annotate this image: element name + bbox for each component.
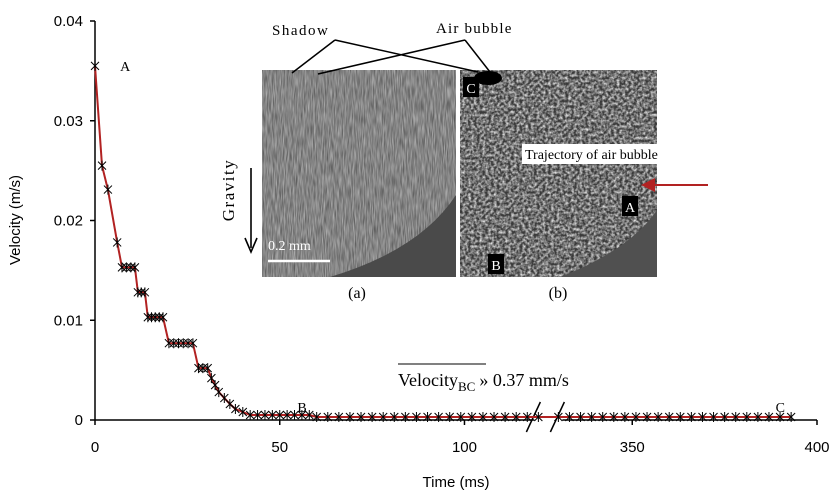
marker bbox=[239, 407, 247, 417]
gravity-label: Gravity bbox=[219, 159, 238, 221]
inset-images bbox=[262, 70, 657, 277]
chart: Shadow Air bubble Gravity 0.2 mm (a) (b)… bbox=[0, 0, 837, 494]
y-tick-label: 0.04 bbox=[54, 13, 83, 30]
shadow-label: Shadow bbox=[272, 23, 329, 39]
photo-a-label: (a) bbox=[348, 285, 366, 302]
marker bbox=[98, 161, 106, 171]
x-tick-label: 350 bbox=[620, 439, 645, 456]
y-tick-label: 0.02 bbox=[54, 213, 83, 230]
point-label: C bbox=[776, 401, 785, 416]
point-a-label: A bbox=[625, 201, 636, 216]
x-tick-label: 50 bbox=[271, 439, 288, 456]
y-tick-label: 0.01 bbox=[54, 312, 83, 329]
annotation: VelocityBC » 0.37 mm/s bbox=[398, 370, 569, 394]
photo-b-label: (b) bbox=[549, 285, 568, 302]
y-tick-label: 0 bbox=[75, 412, 83, 429]
x-tick-label: 0 bbox=[91, 439, 99, 456]
point-label: B bbox=[297, 401, 306, 416]
x-tick-label: 400 bbox=[804, 439, 829, 456]
pointer-line bbox=[465, 40, 490, 72]
trajectory-label: Trajectory of air bubble bbox=[525, 148, 658, 163]
scale-label: 0.2 mm bbox=[268, 239, 311, 254]
annotation-sub: BC bbox=[458, 379, 475, 394]
point-c-label: C bbox=[466, 82, 475, 97]
marker bbox=[226, 399, 234, 409]
marker bbox=[231, 404, 239, 414]
marker bbox=[91, 61, 99, 71]
x-tick-label: 100 bbox=[452, 439, 477, 456]
pointer-line bbox=[335, 40, 478, 72]
point-label: A bbox=[120, 60, 131, 75]
point-b-label: B bbox=[491, 259, 500, 274]
marker bbox=[113, 237, 121, 247]
pointer-line bbox=[292, 40, 335, 73]
air-bubble-label: Air bubble bbox=[436, 21, 513, 37]
annotation-rest: » 0.37 mm/s bbox=[479, 370, 569, 390]
pointer-line bbox=[318, 40, 465, 74]
y-tick-label: 0.03 bbox=[54, 113, 83, 130]
y-axis-label: Velocity (m/s) bbox=[7, 175, 24, 265]
x-axis-label: Time (ms) bbox=[423, 474, 490, 491]
marker bbox=[104, 185, 112, 195]
velocity-annotation: VelocityBC » 0.37 mm/s bbox=[398, 364, 569, 394]
annotation-text: Velocity bbox=[398, 370, 458, 390]
